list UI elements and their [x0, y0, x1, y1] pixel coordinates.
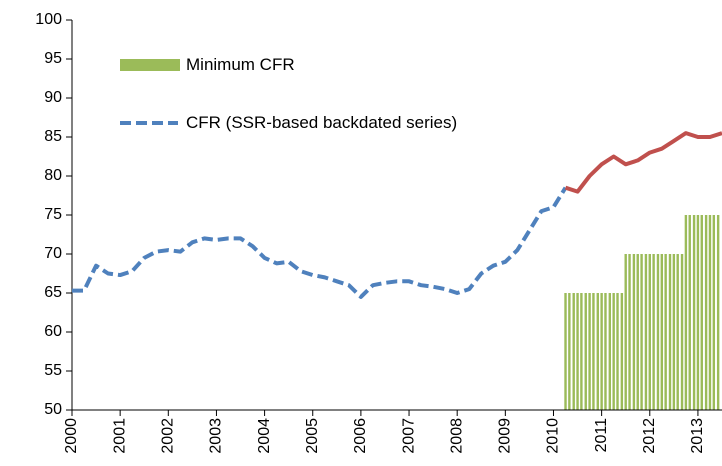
bar: [584, 293, 587, 410]
y-tick-label: 75: [44, 206, 62, 223]
bar: [644, 254, 648, 410]
bar: [604, 293, 607, 410]
bar: [712, 215, 716, 410]
x-tick-label: 2013: [689, 418, 706, 454]
y-tick-label: 55: [44, 362, 62, 379]
bar: [580, 293, 583, 410]
x-tick-label: 2006: [352, 418, 369, 454]
bar: [708, 215, 712, 410]
bar: [660, 254, 664, 410]
bar: [596, 293, 599, 410]
x-tick-label: 2000: [63, 418, 80, 454]
bar: [676, 254, 679, 410]
bar: [640, 254, 643, 410]
y-tick-label: 80: [44, 167, 62, 184]
x-tick-label: 2009: [497, 418, 514, 454]
bar: [588, 293, 591, 410]
y-tick-label: 95: [44, 50, 62, 67]
x-tick-label: 2003: [208, 418, 225, 454]
bar: [680, 254, 684, 410]
legend-entry: CFR (SSR-based backdated series): [186, 113, 458, 132]
bar: [612, 293, 615, 410]
bar: [628, 254, 631, 410]
y-tick-label: 70: [44, 245, 62, 262]
bar: [616, 293, 619, 410]
x-tick-label: 2010: [545, 418, 562, 454]
bar: [704, 215, 708, 410]
bar: [700, 215, 703, 410]
bar: [652, 254, 655, 410]
x-tick-label: 2004: [256, 418, 273, 454]
y-tick-label: 50: [44, 401, 62, 418]
legend-swatch: [120, 59, 180, 71]
line: [564, 131, 722, 194]
bar: [692, 215, 696, 410]
bar: [564, 293, 567, 410]
legend-label: Minimum CFR: [186, 55, 295, 74]
legend-label: CFR (SSR-based backdated series): [186, 113, 458, 132]
bar: [656, 254, 660, 410]
x-tick-label: 2001: [111, 418, 128, 454]
bar: [696, 215, 700, 410]
x-tick-label: 2011: [593, 418, 610, 453]
bar: [568, 293, 571, 410]
y-tick-label: 65: [44, 284, 62, 301]
bar: [664, 254, 667, 410]
y-tick-label: 60: [44, 323, 62, 340]
bar: [600, 293, 603, 410]
bar: [636, 254, 639, 410]
bar: [684, 215, 688, 410]
bar: [648, 254, 651, 410]
legend-entry: Minimum CFR: [186, 55, 295, 74]
x-tick-label: 2012: [641, 418, 658, 454]
x-tick-label: 2005: [304, 418, 321, 454]
bar: [620, 293, 624, 410]
bar: [672, 254, 676, 410]
bar: [624, 254, 627, 410]
bar: [572, 293, 575, 410]
bar: [608, 293, 612, 410]
bar: [632, 254, 636, 410]
x-tick-label: 2002: [160, 418, 177, 454]
y-tick-label: 85: [44, 128, 62, 145]
bar: [716, 215, 720, 410]
y-tick-label: 90: [44, 89, 62, 106]
line: [72, 186, 568, 299]
x-tick-label: 2007: [400, 418, 417, 454]
bar: [576, 293, 579, 410]
bar: [592, 293, 595, 410]
bar: [688, 215, 691, 410]
bar: [668, 254, 672, 410]
y-tick-label: 100: [35, 11, 62, 28]
x-tick-label: 2008: [448, 418, 465, 454]
